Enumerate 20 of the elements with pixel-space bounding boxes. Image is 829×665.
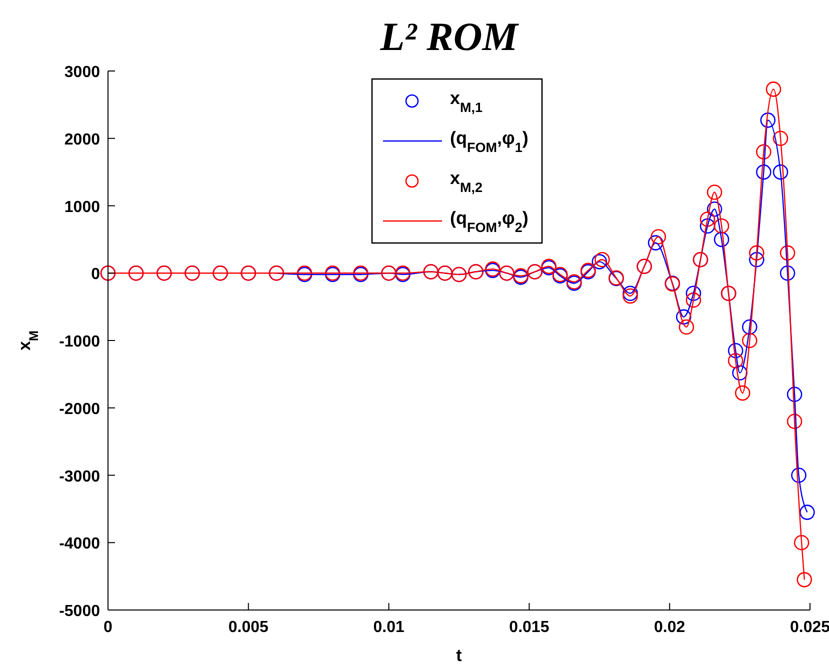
y-tick-label: 0 [91, 266, 100, 284]
x-axis-title: t [456, 646, 462, 665]
legend-label: (q$_{FOM}$,φ$_{2}$) [450, 208, 528, 234]
x-tick-label: 0.005 [228, 619, 269, 636]
legend-label: x$_{M,2}$ [450, 168, 483, 194]
y-tick-label: -5000 [59, 603, 100, 620]
y-tick-label: 1000 [64, 198, 100, 216]
x-tick-label: 0 [104, 619, 113, 636]
y-tick-label: -4000 [59, 536, 100, 553]
x-tick-label: 0.01 [373, 619, 404, 636]
x-tick-label: 0.02 [654, 619, 686, 636]
y-tick-label: -2000 [59, 400, 100, 418]
legend-label: x$_{M,1}$ [450, 88, 484, 114]
y-tick-label: -1000 [59, 334, 100, 350]
y-tick-label: -3000 [59, 468, 100, 486]
legend-label: (q$_{FOM}$,φ$_{1}$) [450, 128, 528, 154]
y-tick-label: 2000 [64, 131, 100, 148]
y-tick-label: 3000 [64, 64, 100, 81]
chart-title: L² ROM [379, 14, 520, 59]
x-tick-label: 0.015 [509, 619, 550, 636]
